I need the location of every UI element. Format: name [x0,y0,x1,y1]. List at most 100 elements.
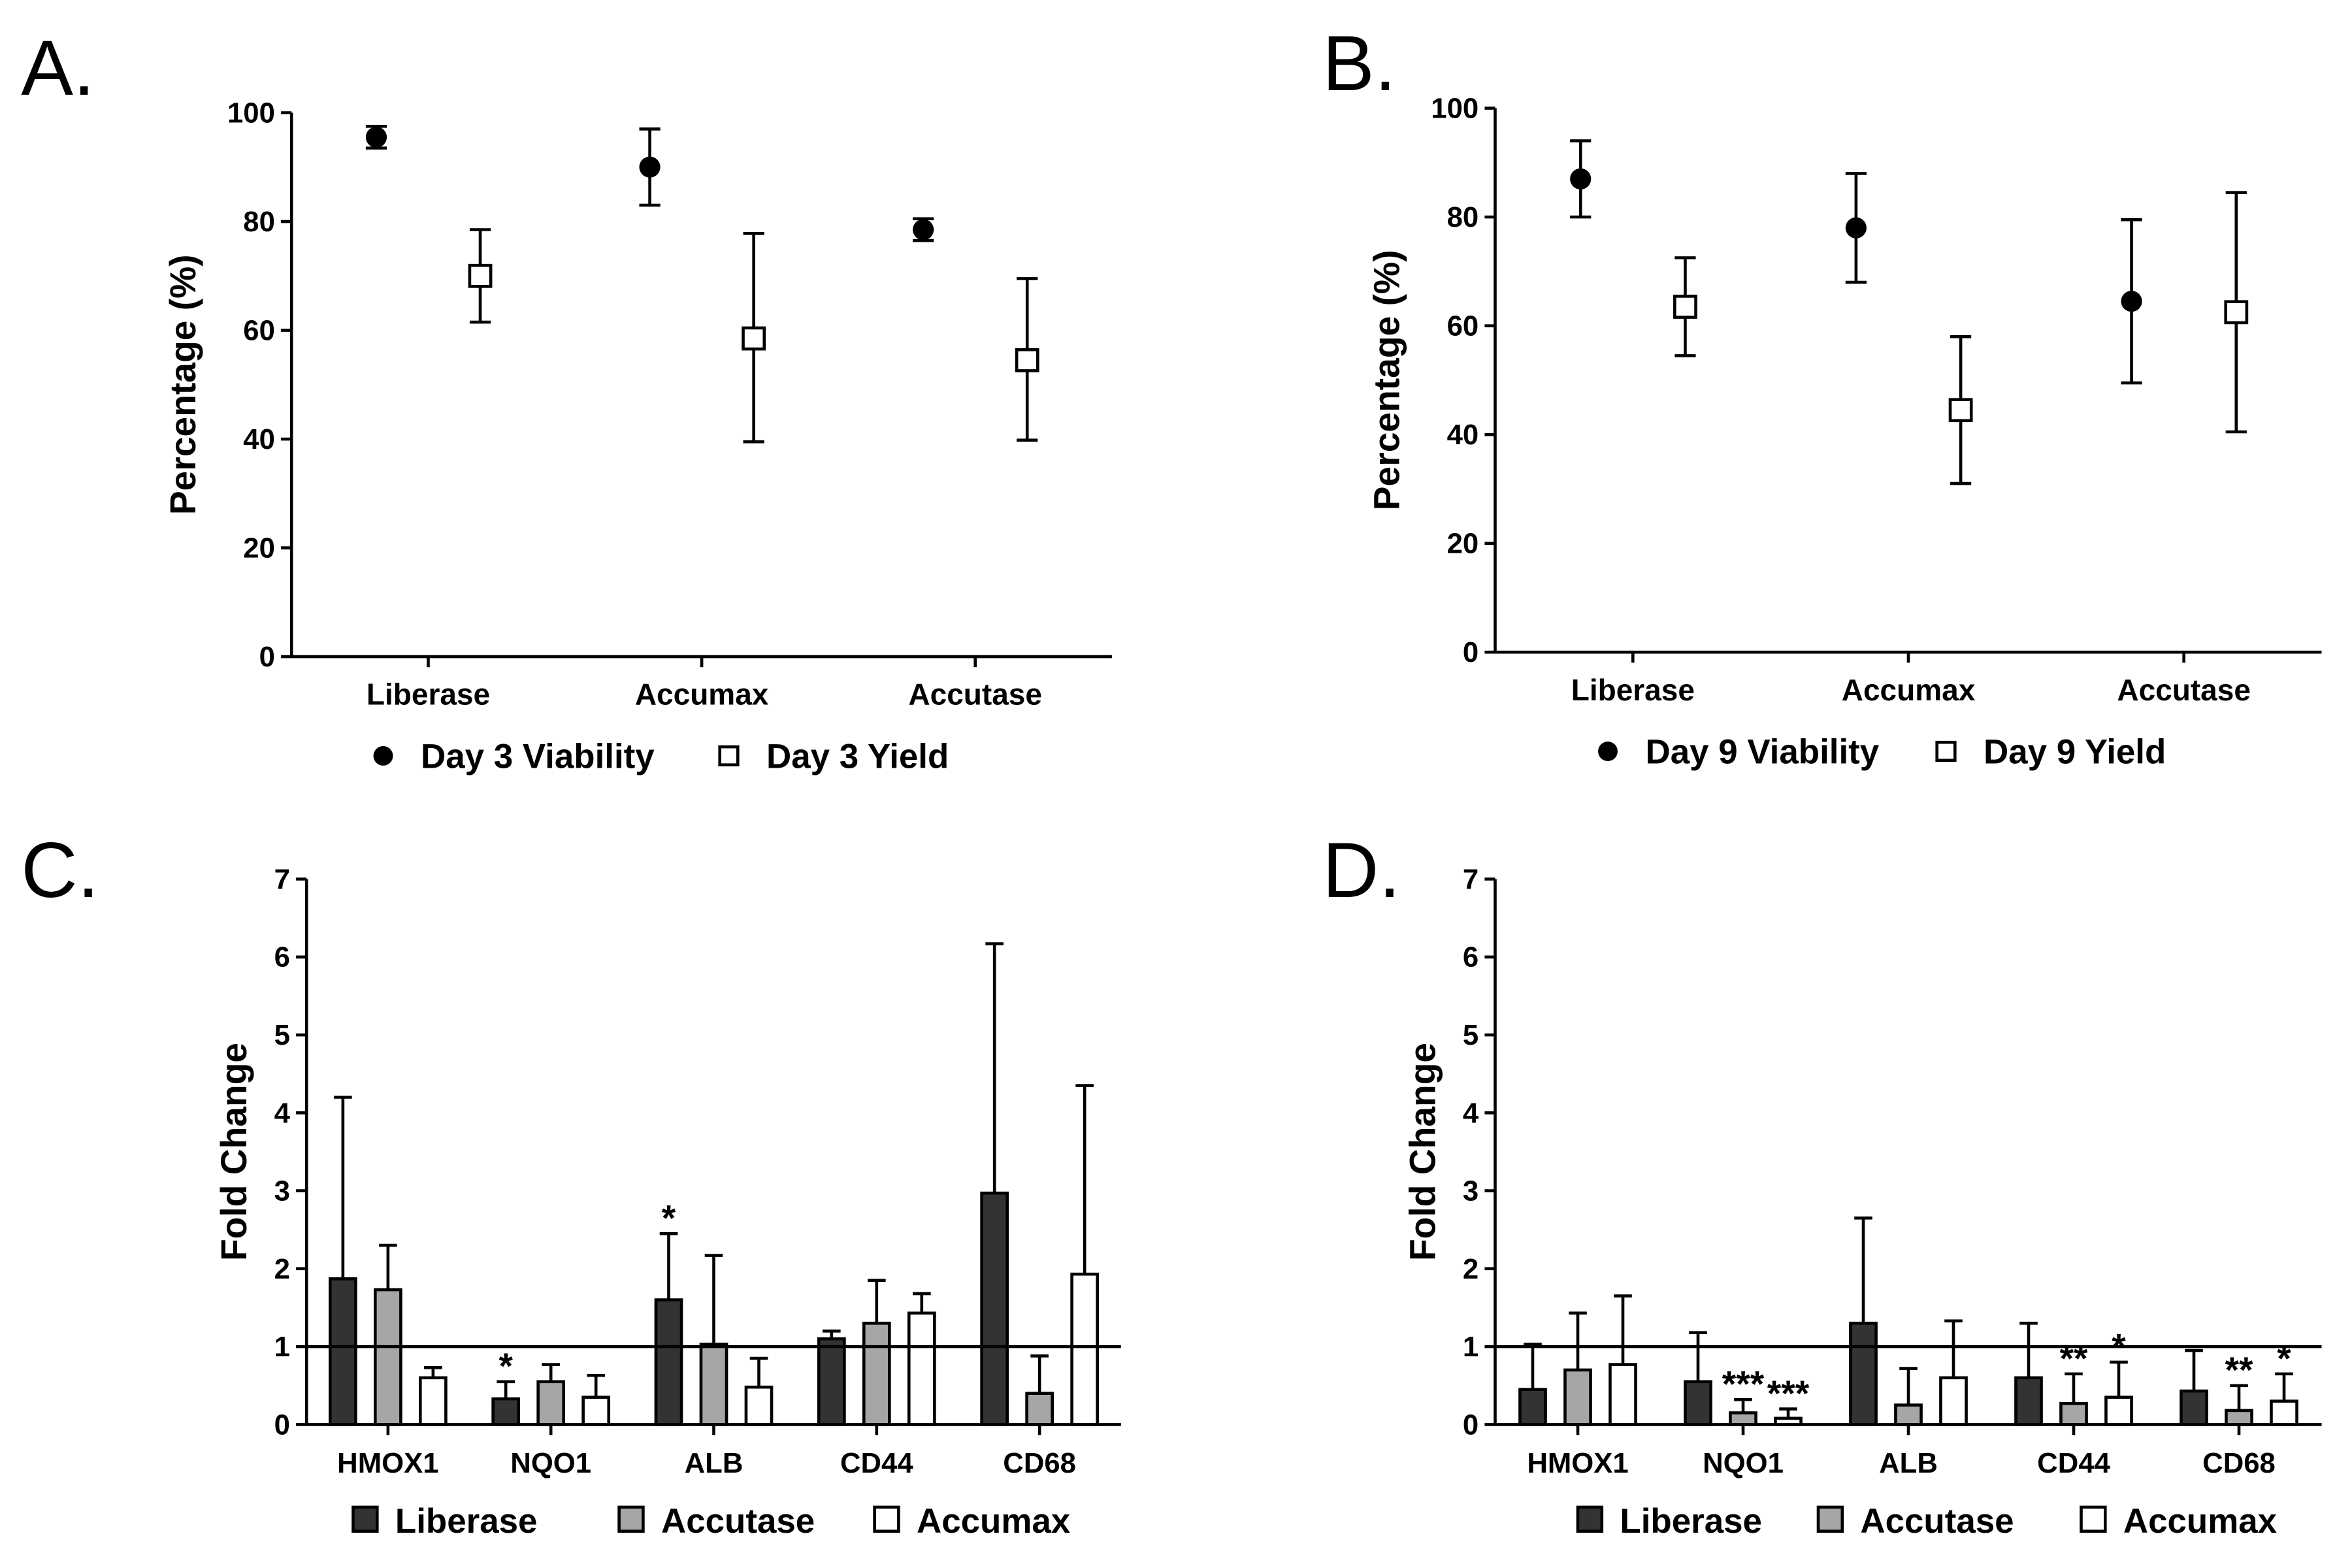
bar [654,1298,683,1426]
x-tick-label: CD68 [2202,1447,2276,1479]
y-tick-label: 1 [274,1331,290,1363]
y-tick-label: 0 [274,1409,290,1441]
bar [980,1191,1009,1426]
legend-label: Day 3 Viability [421,737,655,776]
legend-swatch [873,1505,900,1533]
x-tick-label: ALB [685,1447,743,1479]
significance-marker: * [2277,1338,2291,1379]
legend-swatch [2080,1505,2107,1533]
bar [491,1397,521,1426]
y-tick-label: 3 [1463,1175,1478,1207]
data-point [913,219,934,240]
y-tick-label: 0 [1463,1409,1478,1441]
data-point [2121,291,2142,312]
y-tick-label: 7 [1463,863,1478,895]
x-tick-label: HMOX1 [1527,1447,1628,1479]
bar [2104,1396,2133,1426]
x-tick-label: Accutase [2117,673,2251,707]
legend-swatch [1576,1505,1604,1533]
y-tick-label: 0 [1463,636,1478,668]
x-tick-label: Liberase [367,678,490,711]
x-tick-label: CD44 [2037,1447,2110,1479]
y-tick-label: 5 [1463,1019,1478,1051]
x-tick-label: Accumax [635,678,769,711]
bar [1518,1388,1547,1426]
data-point [1673,295,1697,319]
y-tick-label: 2 [274,1253,290,1285]
bar [907,1311,936,1426]
data-point [1845,217,1867,238]
y-tick-label: 3 [274,1175,290,1207]
data-point [1570,168,1592,189]
bar [1774,1416,1803,1426]
x-tick-label: NQO1 [1703,1447,1784,1479]
legend-marker [718,745,740,766]
legend-marker [1598,742,1618,761]
y-tick-label: 4 [1463,1097,1479,1129]
bar [419,1376,448,1426]
bar [2059,1401,2088,1426]
panel-label: A. [21,25,95,112]
bar [1563,1368,1592,1426]
x-tick-label: NQO1 [510,1447,591,1479]
panel-a: A. 0 20 40 60 80 100 Percentage (%) Liberase Accu… [21,25,1112,776]
y-tick-label: 80 [243,206,275,238]
y-tick-label: 4 [274,1097,291,1129]
bar [862,1322,891,1426]
legend-swatch [351,1505,379,1533]
y-tick-label: 20 [243,532,275,564]
y-axis-label: Percentage (%) [163,254,203,515]
bar [581,1396,611,1426]
y-tick-label: 2 [1463,1253,1478,1285]
legend-label: Day 9 Viability [1646,732,1880,771]
legend-marker [1935,740,1957,762]
legend-label: Liberase [1620,1502,1762,1541]
data-point [742,326,766,351]
x-tick-label: CD68 [1003,1447,1076,1479]
bar [1849,1322,1878,1426]
legend-marker [373,745,393,766]
x-tick-label: Accutase [908,678,1042,711]
bar [2014,1376,2043,1426]
y-tick-label: 40 [243,423,275,455]
panel-c: C. 0 1 2 3 4 5 6 7 Fold Change HMOX1 NQO1 ALB CD44 CD6… [21,827,1121,1541]
legend-label: Accumax [917,1502,1071,1541]
y-tick-label: 0 [259,641,275,673]
bar [1025,1392,1054,1426]
bar [1070,1272,1099,1426]
legend-label: Accutase [1860,1502,2014,1541]
data-point [639,156,661,178]
significance-marker: *** [1767,1373,1810,1414]
y-tick-label: 60 [1447,310,1479,342]
y-axis-label: Percentage (%) [1366,250,1407,511]
significance-marker: * [662,1198,676,1239]
panel-d: D. 0 1 2 3 4 5 6 7 Fold Change HMOX1 NQO1 ALB CD44 CD6… [1322,827,2322,1541]
data-point [365,126,387,148]
bar [744,1385,774,1426]
y-tick-label: 100 [227,97,275,129]
bar [1684,1380,1712,1426]
significance-marker: ** [2060,1338,2088,1379]
bar [817,1337,846,1426]
bar [1729,1411,1757,1426]
y-tick-label: 40 [1447,419,1479,451]
legend-label: Day 9 Yield [1984,732,2166,771]
bar [2270,1399,2298,1426]
panel-b: B. 0 20 40 60 80 100 Percentage (%) Liberase Accu… [1322,20,2322,771]
panel-label: D. [1322,827,1401,914]
x-tick-label: HMOX1 [337,1447,438,1479]
significance-marker: ** [2225,1350,2253,1390]
y-tick-label: 6 [1463,941,1478,973]
bar [536,1380,566,1426]
x-tick-label: ALB [1879,1447,1938,1479]
y-tick-label: 1 [1463,1331,1478,1363]
bar [2180,1389,2208,1426]
y-axis-label: Fold Change [214,1043,254,1261]
x-tick-label: CD44 [840,1447,913,1479]
bar [374,1288,402,1426]
x-tick-label: Liberase [1571,673,1695,707]
data-point [468,263,493,288]
bar [699,1343,728,1426]
panel-label: C. [21,827,99,914]
